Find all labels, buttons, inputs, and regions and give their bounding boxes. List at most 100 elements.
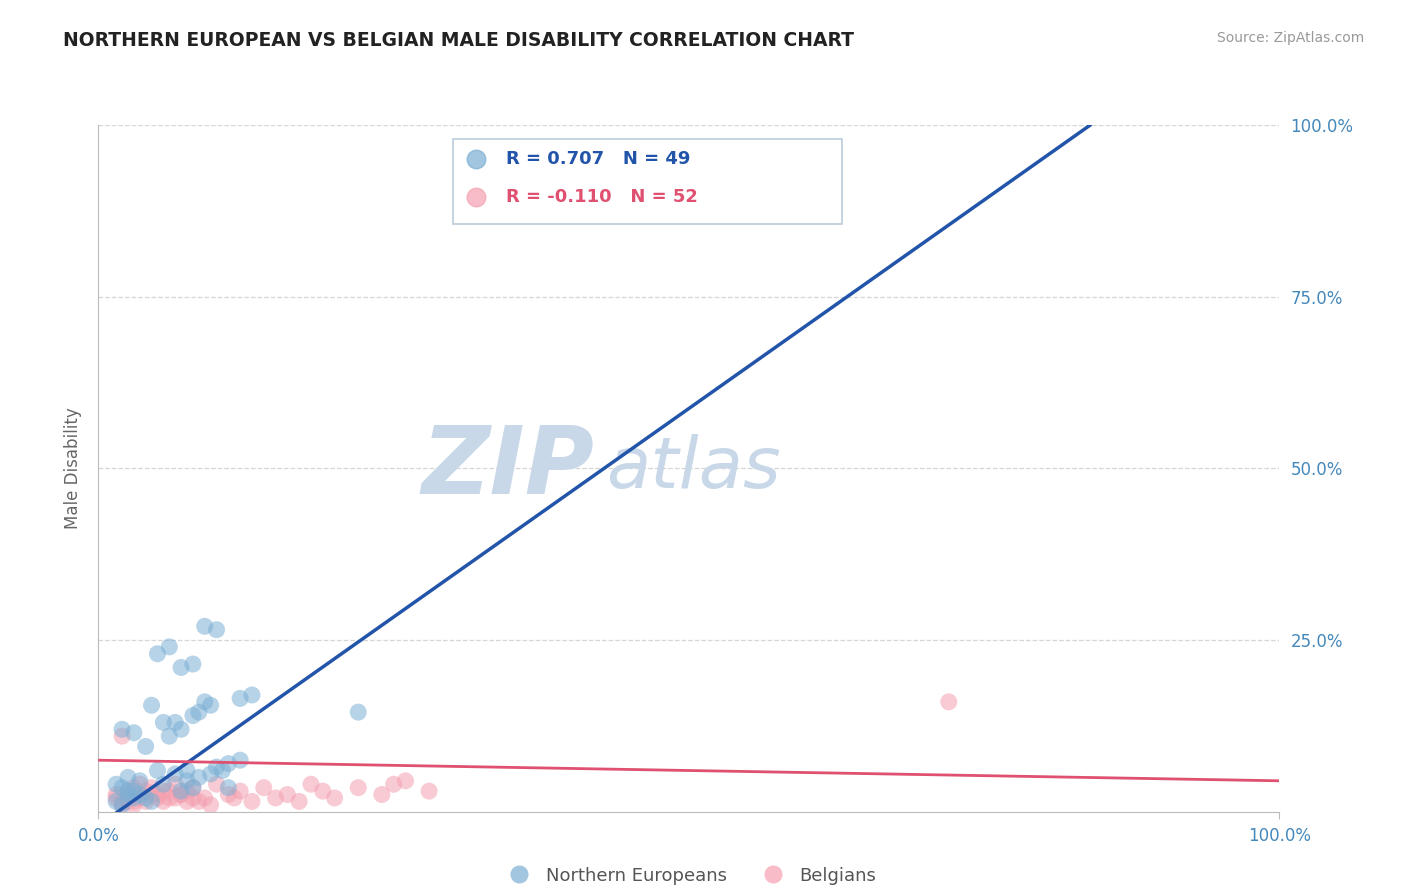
Point [181,780,204,795]
Point [152,777,174,791]
Point [240,794,263,808]
Point [117,794,139,808]
Point [176,773,198,788]
Point [299,777,322,791]
Point [176,764,198,778]
Point [229,784,252,798]
Point [135,739,157,754]
Point [229,691,252,706]
Point [157,791,180,805]
Point [194,619,217,633]
Point [253,780,276,795]
Point [146,647,169,661]
Point [205,623,228,637]
Point [323,791,346,805]
Text: NORTHERN EUROPEAN VS BELGIAN MALE DISABILITY CORRELATION CHART: NORTHERN EUROPEAN VS BELGIAN MALE DISABI… [63,31,855,50]
Point [288,794,311,808]
Point [111,797,134,812]
Point [394,773,416,788]
Point [371,788,394,802]
Point [157,784,180,798]
Y-axis label: Male Disability: Male Disability [65,408,83,529]
Point [122,780,145,795]
Point [122,791,145,805]
Point [170,788,193,802]
Point [187,794,209,808]
Point [111,797,134,812]
Point [146,788,169,802]
Text: R = 0.707   N = 49: R = 0.707 N = 49 [506,150,690,169]
Point [111,723,134,737]
Point [465,152,488,166]
FancyBboxPatch shape [453,138,842,225]
Point [187,705,209,719]
Point [465,190,488,204]
Point [276,788,298,802]
Point [181,791,204,805]
Point [135,791,157,805]
Point [217,756,239,771]
Point [382,777,405,791]
Point [122,794,145,808]
Point [117,770,139,785]
Point [141,780,163,795]
Point [170,723,193,737]
Point [105,794,128,808]
Point [205,760,228,774]
Point [105,788,128,802]
Point [165,791,187,805]
Point [194,791,217,805]
Point [176,784,198,798]
Point [170,660,193,674]
Point [264,791,287,805]
Point [117,791,139,805]
Point [128,791,150,805]
Point [200,767,222,781]
Text: ZIP: ZIP [422,422,595,515]
Point [181,657,204,671]
Point [122,797,145,812]
Text: R = -0.110   N = 52: R = -0.110 N = 52 [506,188,697,206]
Point [122,784,145,798]
Point [347,780,370,795]
Point [146,791,169,805]
Point [152,715,174,730]
Point [152,794,174,808]
Text: Source: ZipAtlas.com: Source: ZipAtlas.com [1216,31,1364,45]
Point [128,788,150,802]
Point [312,784,335,798]
Point [224,791,246,805]
Text: atlas: atlas [606,434,780,503]
Point [117,788,139,802]
Point [141,788,163,802]
Point [122,725,145,739]
Point [176,794,198,808]
Point [157,640,180,654]
Point [157,729,180,743]
Point [194,695,217,709]
Point [187,770,209,785]
Point [418,784,440,798]
Point [128,777,150,791]
Point [181,780,204,795]
Point [105,791,128,805]
Point [152,784,174,798]
Point [1056,104,1078,119]
Point [117,784,139,798]
Legend: Northern Europeans, Belgians: Northern Europeans, Belgians [494,860,884,892]
Point [229,753,252,767]
Point [170,784,193,798]
Point [938,695,960,709]
Point [240,688,263,702]
Point [165,767,187,781]
Point [181,708,204,723]
Point [117,784,139,798]
Point [135,784,157,798]
Point [200,797,222,812]
Point [200,698,222,713]
Point [217,780,239,795]
Point [205,777,228,791]
Point [111,794,134,808]
Point [165,777,187,791]
Point [135,794,157,808]
